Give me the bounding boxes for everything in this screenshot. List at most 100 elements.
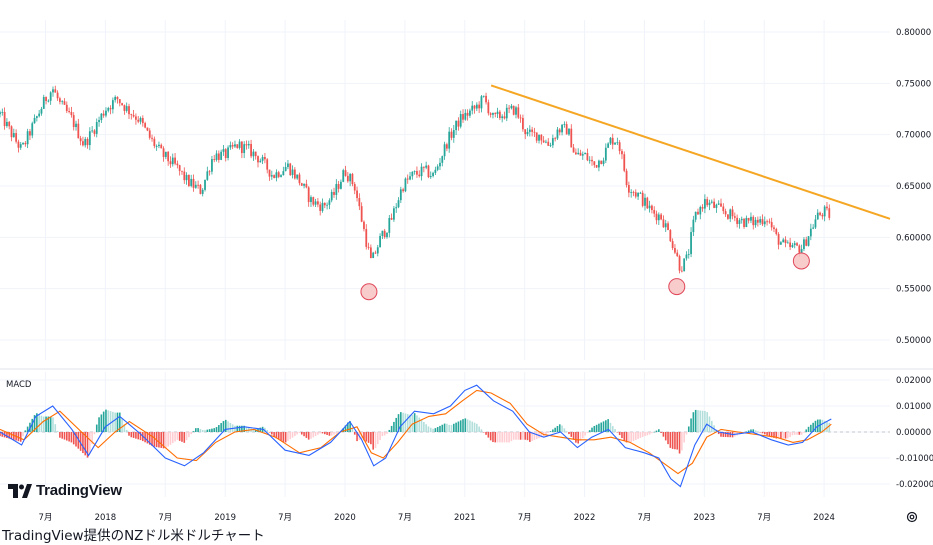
- macd-hist-bar: [243, 425, 245, 432]
- macd-hist-bar: [492, 432, 494, 443]
- candle-body: [614, 142, 616, 145]
- candle-body: [485, 95, 487, 103]
- candle-body: [328, 200, 331, 205]
- macd-hist-bar: [47, 416, 50, 432]
- candle-body: [365, 229, 368, 247]
- candle-body: [245, 144, 248, 146]
- candle-body: [326, 204, 329, 206]
- macd-hist-bar: [761, 432, 764, 434]
- candle-body: [261, 156, 264, 161]
- gear-icon[interactable]: [905, 509, 919, 528]
- macd-hist-bar: [793, 432, 796, 435]
- macd-hist-bar: [805, 429, 808, 432]
- macd-hist-bar: [446, 423, 448, 432]
- macd-hist-bar: [469, 420, 471, 432]
- candle-body: [558, 129, 561, 133]
- candle-body: [224, 149, 227, 158]
- candle-body: [519, 117, 522, 119]
- macd-hist-bar: [418, 417, 421, 432]
- macd-hist-bar: [305, 432, 308, 438]
- macd-hist-bar: [390, 425, 393, 432]
- candle-body: [625, 170, 628, 186]
- candle-body: [561, 124, 563, 133]
- candle-body: [784, 239, 787, 244]
- macd-hist-bar: [662, 432, 665, 437]
- macd-hist-bar: [452, 423, 455, 432]
- macd-hist-bar: [575, 432, 577, 443]
- macd-hist-bar: [17, 432, 20, 442]
- candle-body: [24, 142, 27, 145]
- candle-body: [118, 99, 121, 104]
- macd-hist-bar: [61, 432, 63, 439]
- candle-body: [190, 178, 193, 186]
- macd-hist-bar: [406, 414, 409, 432]
- candle-body: [264, 156, 266, 160]
- macd-hist-bar: [171, 432, 174, 444]
- macd-hist-bar: [121, 418, 123, 432]
- macd-hist-bar: [367, 432, 370, 443]
- candle-body: [512, 105, 515, 115]
- candle-body: [731, 209, 734, 217]
- macd-hist-bar: [628, 432, 630, 443]
- macd-hist-bar: [59, 432, 61, 438]
- candle-body: [577, 152, 580, 155]
- macd-hist-bar: [501, 432, 503, 443]
- candle-body: [641, 192, 644, 206]
- time-tick-label: 7月: [158, 513, 172, 523]
- macd-hist-bar: [24, 430, 27, 432]
- candle-body: [107, 108, 110, 111]
- candle-body: [268, 169, 271, 177]
- macd-hist-bar: [743, 432, 745, 433]
- candle-body: [667, 223, 669, 231]
- candle-body: [307, 187, 310, 203]
- candle-body: [1, 111, 4, 113]
- candle-body: [351, 173, 354, 185]
- macd-hist-bar: [236, 425, 239, 432]
- macd-hist-bar: [473, 422, 476, 432]
- macd-hist-bar: [655, 430, 658, 432]
- trendline[interactable]: [490, 84, 891, 220]
- candle-body: [498, 111, 501, 119]
- candle-body: [300, 183, 303, 186]
- candle-body: [86, 138, 89, 146]
- candle-body: [105, 110, 107, 116]
- candle-body: [95, 122, 98, 134]
- macd-hist-bar: [342, 428, 345, 432]
- macd-hist-bar: [206, 429, 209, 432]
- macd-tick-label: -0.02000: [896, 480, 933, 490]
- candle-body: [321, 202, 324, 211]
- candle-body: [291, 169, 294, 176]
- macd-hist-bar: [324, 432, 326, 435]
- time-axis[interactable]: 7月 2018 7月 2019 7月 2020 7月 2021 7月 2022 7月 2023 7月 20…: [39, 513, 835, 523]
- candle-body: [102, 113, 105, 116]
- candle-body: [333, 191, 335, 195]
- price-tick-label: 0.55000: [896, 285, 931, 295]
- macd-hist-bar: [153, 432, 156, 447]
- time-tick-label: 2020: [334, 513, 356, 523]
- macd-hist-bar: [114, 412, 116, 432]
- macd-hist-bar: [512, 432, 515, 440]
- macd-hist-bar: [195, 428, 197, 432]
- macd-hist-bar: [710, 420, 713, 432]
- candle-body: [439, 162, 441, 167]
- tradingview-logo[interactable]: TradingView: [8, 482, 122, 499]
- macd-hist-bar: [400, 412, 402, 432]
- candle-body: [816, 212, 819, 220]
- macd-hist-bar: [724, 432, 727, 438]
- candle-body: [390, 217, 393, 220]
- macd-hist-bar: [593, 425, 596, 432]
- macd-hist-bar: [181, 432, 183, 442]
- price-axis[interactable]: 0.80000 0.75000 0.70000 0.65000 0.60000 0.550…: [896, 28, 933, 490]
- macd-hist-bar: [701, 410, 704, 432]
- candle-body: [595, 165, 598, 168]
- candle-body: [443, 144, 446, 157]
- macd-hist-bar: [547, 432, 550, 433]
- macd-hist-bar: [803, 432, 805, 433]
- candle-body: [489, 113, 492, 115]
- candle-body: [710, 201, 713, 203]
- macd-hist-bar: [750, 429, 752, 432]
- macd-hist-bar: [770, 432, 773, 438]
- macd-hist-bar: [284, 432, 287, 443]
- candle-body: [270, 175, 273, 177]
